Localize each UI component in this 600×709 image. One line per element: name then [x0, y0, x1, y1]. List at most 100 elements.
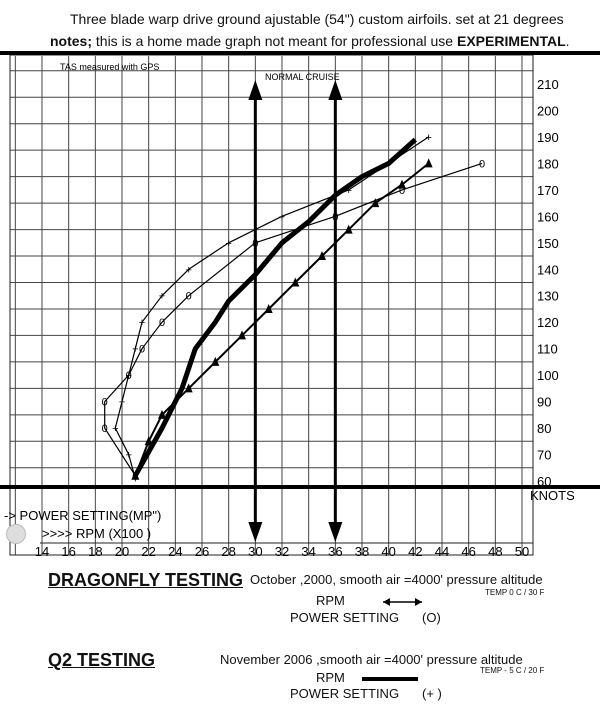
circle-marker: 0 — [102, 397, 108, 409]
header-line-1: Three blade warp drive ground ajustable … — [70, 11, 564, 27]
y-tick-label: 100 — [537, 368, 559, 383]
q2-power: POWER SETTING — [290, 686, 400, 701]
x-tick-label: 20 — [115, 544, 129, 559]
y-tick-label: 170 — [537, 183, 559, 198]
x-tick-label: 50 — [515, 544, 529, 559]
x-tick-label: 32 — [275, 544, 289, 559]
circle-marker: 0 — [399, 185, 405, 197]
dragonfly-rpm: RPM — [316, 593, 345, 608]
y-tick-label: 180 — [537, 156, 559, 171]
x-tick-label: 36 — [328, 544, 342, 559]
arrow-marker — [211, 356, 220, 366]
y-tick-label: 130 — [537, 289, 559, 304]
x-tick-label: 22 — [141, 544, 155, 559]
arrow-marker — [131, 470, 140, 480]
cruise-arrow-head-down — [328, 522, 343, 542]
x-tick-label: 16 — [61, 544, 75, 559]
normal-cruise-label: NORMAL CRUISE — [265, 72, 340, 82]
y-tick-label: 120 — [537, 315, 559, 330]
tas-annotation: TAS measured with GPS — [60, 62, 159, 72]
y-tick-label: 60 — [537, 474, 551, 489]
arrow-marker — [398, 179, 406, 189]
y-tick-label: 190 — [537, 130, 559, 145]
circle-marker: 0 — [102, 423, 108, 435]
circle-marker: 0 — [252, 238, 258, 250]
arrow-marker — [318, 251, 326, 261]
dragonfly-power: POWER SETTING — [290, 610, 400, 625]
series-line-line — [133, 137, 417, 477]
dragonfly-power-marker: (O) — [422, 610, 441, 625]
plus-marker: + — [119, 397, 125, 409]
arrow-marker — [184, 383, 193, 393]
x-tick-label: 48 — [488, 544, 502, 559]
x-tick-label: 26 — [195, 544, 209, 559]
plus-marker: + — [225, 238, 231, 250]
y-tick-label: 110 — [537, 342, 558, 357]
y-tick-label: 150 — [537, 236, 559, 251]
arrow-marker — [264, 303, 273, 313]
plus-marker: + — [159, 291, 165, 303]
y-tick-label: 90 — [537, 395, 551, 410]
arrow-marker — [238, 330, 246, 340]
x-tick-label: 38 — [355, 544, 369, 559]
plus-marker: + — [279, 211, 285, 223]
x-tick-label: 14 — [35, 544, 49, 559]
y-unit-label: KNOTS — [530, 488, 575, 503]
labels-group: 6070809010011012013014015016017018019020… — [4, 62, 575, 681]
notes-text: this is a home made graph not meant for … — [92, 33, 457, 49]
plus-marker: + — [112, 423, 118, 435]
rpm-axis-label: >>>> RPM (X100 ) — [42, 526, 151, 541]
q2-temp: TEMP - 5 C / 20 F — [480, 666, 545, 675]
plus-marker: + — [125, 450, 131, 462]
dragonfly-conditions: October ,2000, smooth air =4000' pressur… — [250, 572, 543, 587]
circle-marker: 0 — [159, 317, 165, 329]
grid — [10, 56, 533, 555]
series-line-O — [104, 162, 483, 477]
dragonfly-temp: TEMP 0 C / 30 F — [485, 588, 545, 597]
notes-emphasis: EXPERIMENTAL — [456, 33, 566, 49]
arrow-marker — [344, 224, 353, 234]
q2-title: Q2 TESTING — [48, 650, 156, 670]
legend-arrow-right — [415, 598, 422, 606]
q2-conditions: November 2006 ,smooth air =4000' pressur… — [220, 652, 523, 667]
circle-marker: 0 — [126, 370, 132, 382]
plus-marker: + — [185, 264, 191, 276]
x-tick-label: 40 — [381, 544, 395, 559]
x-tick-label: 30 — [248, 544, 262, 559]
x-tick-label: 42 — [408, 544, 422, 559]
arrow-marker — [144, 436, 153, 446]
arrow-marker — [158, 409, 166, 419]
arrow-marker — [291, 277, 300, 287]
notes-label: notes; — [50, 33, 92, 49]
x-tick-label: 34 — [301, 544, 315, 559]
axes — [0, 51, 600, 556]
circle-marker: 0 — [332, 211, 338, 223]
series-group: ++++++++++++++00000000000 — [102, 80, 485, 542]
plus-marker: + — [425, 132, 431, 144]
power-setting-axis-label: -> POWER SETTING(MP") — [4, 508, 161, 523]
y-tick-label: 210 — [537, 77, 559, 92]
x-tick-label: 28 — [221, 544, 235, 559]
plus-marker: + — [139, 317, 145, 329]
scan-hole-circle — [6, 524, 26, 544]
q2-rpm: RPM — [316, 670, 345, 685]
legend-arrow-left — [383, 598, 390, 606]
notes-end: . — [565, 33, 570, 49]
arrow-marker — [424, 158, 433, 168]
cruise-arrow-head-up — [328, 80, 343, 100]
x-tick-label: 44 — [435, 544, 449, 559]
dragonfly-title: DRAGONFLY TESTING — [48, 570, 244, 590]
arrow-marker — [371, 198, 380, 208]
x-tick-label: 24 — [168, 544, 182, 559]
x-tick-label: 18 — [88, 544, 102, 559]
cruise-arrow-head-up — [248, 80, 263, 100]
y-tick-label: 160 — [537, 209, 559, 224]
x-tick-label: 46 — [461, 544, 475, 559]
plus-marker: + — [125, 370, 131, 382]
plus-marker: + — [345, 185, 351, 197]
cruise-arrow-head-down — [248, 522, 263, 542]
q2-power-marker: (+ ) — [422, 686, 442, 701]
circle-marker: 0 — [186, 291, 192, 303]
y-tick-label: 70 — [537, 448, 551, 463]
